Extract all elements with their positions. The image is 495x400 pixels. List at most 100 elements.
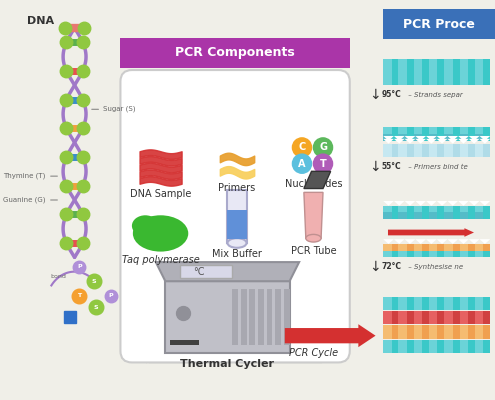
Bar [475, 296, 483, 303]
Bar [398, 150, 407, 157]
Bar [445, 212, 453, 219]
Polygon shape [383, 139, 394, 144]
Bar [429, 127, 438, 134]
Text: Mix Buffer: Mix Buffer [212, 250, 262, 260]
Bar [398, 296, 407, 303]
Polygon shape [480, 139, 490, 144]
Text: Primers: Primers [218, 182, 255, 192]
Bar [475, 325, 483, 332]
Bar [429, 134, 438, 141]
Text: – Strands separ: – Strands separ [406, 92, 463, 98]
Bar [398, 311, 407, 318]
Polygon shape [458, 139, 469, 144]
Bar [429, 318, 438, 324]
Bar [460, 144, 468, 150]
Bar [475, 251, 483, 257]
Polygon shape [404, 139, 415, 144]
Bar [414, 346, 422, 353]
Polygon shape [426, 201, 437, 206]
Polygon shape [415, 201, 426, 206]
Bar [383, 127, 490, 134]
Bar [475, 72, 483, 85]
Bar [475, 340, 483, 346]
Text: PCR Proce: PCR Proce [403, 18, 475, 31]
Bar [383, 244, 490, 251]
Bar [383, 303, 490, 310]
Bar [383, 332, 392, 338]
Text: Nucleotides: Nucleotides [285, 179, 342, 189]
Text: 55°C: 55°C [381, 162, 401, 171]
Text: DNA: DNA [27, 16, 54, 26]
Bar [383, 127, 392, 134]
Polygon shape [404, 136, 415, 141]
Bar [475, 332, 483, 338]
Text: P: P [108, 293, 113, 298]
Bar [460, 318, 468, 324]
Bar [414, 127, 422, 134]
Text: ↓: ↓ [369, 260, 380, 274]
Polygon shape [469, 201, 480, 206]
Bar [383, 325, 490, 332]
Bar [460, 134, 468, 141]
Bar [429, 144, 438, 150]
Bar [383, 318, 392, 324]
Polygon shape [404, 239, 415, 244]
Bar [445, 134, 453, 141]
Bar [445, 150, 453, 157]
Bar [414, 150, 422, 157]
Bar [460, 150, 468, 157]
FancyArrow shape [285, 324, 376, 347]
Text: – Primers bind te: – Primers bind te [406, 164, 468, 170]
Text: G: G [319, 142, 327, 152]
Bar [460, 303, 468, 310]
Bar [460, 127, 468, 134]
Bar [383, 244, 392, 251]
Bar [414, 296, 422, 303]
Text: Guanine (G): Guanine (G) [3, 197, 46, 203]
Text: PCR Components: PCR Components [175, 46, 295, 59]
Bar [383, 58, 490, 72]
Bar [475, 311, 483, 318]
Text: bond: bond [50, 274, 66, 279]
Polygon shape [437, 239, 447, 244]
Polygon shape [394, 139, 404, 144]
Bar [398, 325, 407, 332]
Bar [383, 346, 392, 353]
Bar [429, 72, 438, 85]
Bar [414, 325, 422, 332]
Bar [414, 303, 422, 310]
Text: Taq polymerase: Taq polymerase [122, 255, 199, 265]
Ellipse shape [132, 215, 159, 236]
Bar [241, 289, 247, 345]
Bar [383, 311, 490, 318]
Polygon shape [447, 201, 458, 206]
Bar [414, 244, 422, 251]
Bar [383, 296, 392, 303]
Bar [227, 190, 247, 243]
Polygon shape [383, 239, 394, 244]
Polygon shape [437, 201, 447, 206]
Bar [414, 318, 422, 324]
Bar [383, 303, 392, 310]
Text: 72°C: 72°C [381, 262, 401, 271]
Bar [414, 58, 422, 72]
Bar [429, 212, 438, 219]
Bar [460, 206, 468, 212]
Bar [398, 212, 407, 219]
Bar [429, 150, 438, 157]
Bar [258, 289, 264, 345]
Polygon shape [383, 201, 394, 206]
Text: PCR Tube: PCR Tube [291, 246, 336, 256]
Bar [398, 303, 407, 310]
Text: T: T [77, 293, 81, 298]
Bar [429, 58, 438, 72]
Polygon shape [480, 239, 490, 244]
Bar [398, 346, 407, 353]
Bar [383, 296, 490, 303]
Bar [429, 325, 438, 332]
Bar [475, 58, 483, 72]
Bar [445, 296, 453, 303]
Text: DNA Sample: DNA Sample [130, 189, 191, 199]
Polygon shape [469, 136, 480, 141]
Bar [398, 332, 407, 338]
